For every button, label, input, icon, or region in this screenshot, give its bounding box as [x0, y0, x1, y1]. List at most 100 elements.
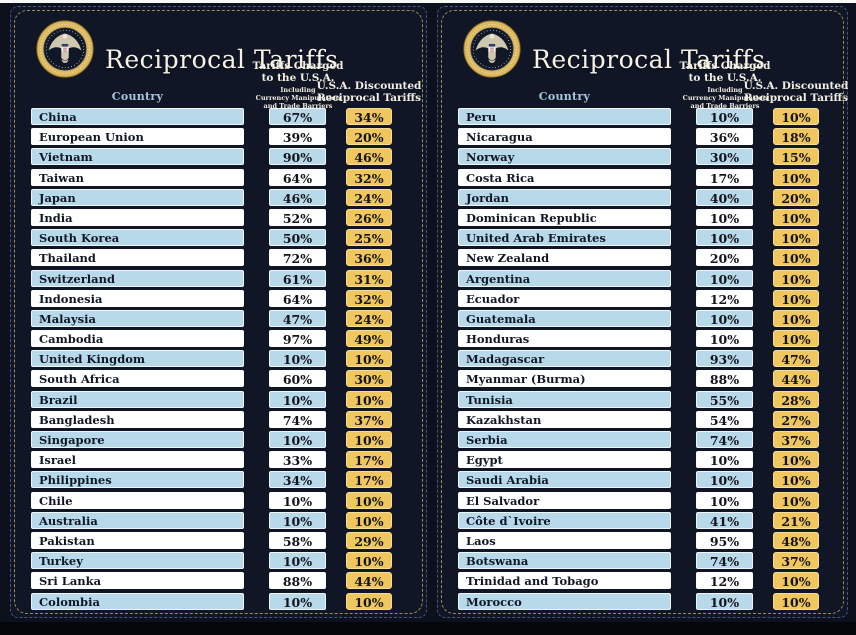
discounted-tariff-cell: 37%	[346, 410, 392, 428]
discounted-tariff-cell: 48%	[773, 531, 819, 549]
country-cell: Chile	[31, 491, 244, 509]
charged-tariff-cell: 10%	[269, 350, 326, 368]
charged-tariff-cell: 50%	[269, 229, 326, 247]
discounted-tariff-cell: 46%	[346, 148, 392, 166]
charged-tariff-cell: 64%	[269, 168, 326, 186]
discounted-tariff-cell: 10%	[773, 208, 819, 226]
charged-tariff-cell: 41%	[696, 511, 753, 529]
table-row: South Korea 50% 25%	[11, 229, 426, 247]
table-row: European Union 39% 20%	[11, 128, 426, 146]
table-row: Kazakhstan 54% 27%	[438, 410, 847, 428]
discounted-header-line2: Reciprocal Tariffs	[743, 91, 849, 104]
table-row: Thailand 72% 36%	[11, 249, 426, 267]
table-row: Australia 10% 10%	[11, 511, 426, 529]
country-cell: India	[31, 208, 244, 226]
table-row: Myanmar (Burma) 88% 44%	[438, 370, 847, 388]
table-row: El Salvador 10% 10%	[438, 491, 847, 509]
table-row: Honduras 10% 10%	[438, 330, 847, 348]
table-row: Trinidad and Tobago 12% 10%	[438, 572, 847, 590]
discounted-header-line2: Reciprocal Tariffs	[316, 91, 422, 104]
discounted-tariff-cell: 10%	[346, 511, 392, 529]
country-cell: Norway	[458, 148, 671, 166]
column-header-charged: Tariffs Charged to the U.S.A. Including …	[239, 60, 357, 110]
charged-tariff-cell: 39%	[269, 128, 326, 146]
country-cell: Laos	[458, 531, 671, 549]
discounted-tariff-cell: 32%	[346, 168, 392, 186]
discounted-tariff-cell: 10%	[773, 451, 819, 469]
country-cell: Jordan	[458, 188, 671, 206]
table-row: Ecuador 12% 10%	[438, 289, 847, 307]
discounted-tariff-cell: 10%	[773, 108, 819, 125]
tariff-panel-right: Reciprocal Tariffs Country Tariffs Charg…	[437, 6, 848, 618]
discounted-tariff-cell: 10%	[346, 552, 392, 570]
discounted-header-line1: U.S.A. Discounted	[743, 80, 849, 92]
charged-tariff-cell: 74%	[696, 431, 753, 448]
table-row: Costa Rica 17% 10%	[438, 168, 847, 186]
charged-tariff-cell: 74%	[269, 410, 326, 428]
discounted-tariff-cell: 49%	[346, 330, 392, 348]
charged-tariff-cell: 12%	[696, 289, 753, 307]
country-cell: China	[31, 108, 244, 125]
charged-tariff-cell: 97%	[269, 330, 326, 348]
charged-tariff-cell: 10%	[269, 431, 326, 448]
tariff-panel-left: Reciprocal Tariffs Country Tariffs Charg…	[10, 6, 427, 618]
charged-tariff-cell: 10%	[696, 208, 753, 226]
country-cell: Israel	[31, 451, 244, 469]
discounted-tariff-cell: 15%	[773, 148, 819, 166]
charged-tariff-cell: 90%	[269, 148, 326, 166]
table-row: Turkey 10% 10%	[11, 552, 426, 570]
presidential-seal-icon	[36, 20, 94, 78]
table-row: Indonesia 64% 32%	[11, 289, 426, 307]
country-cell: United Kingdom	[31, 350, 244, 368]
table-row: Pakistan 58% 29%	[11, 531, 426, 549]
table-row: Laos 95% 48%	[438, 531, 847, 549]
table-row: United Kingdom 10% 10%	[11, 350, 426, 368]
table-row: Saudi Arabia 10% 10%	[438, 471, 847, 489]
charged-tariff-cell: 64%	[269, 289, 326, 307]
bottom-edge-strip	[0, 622, 856, 635]
country-cell: Japan	[31, 188, 244, 206]
discounted-tariff-cell: 17%	[346, 471, 392, 489]
charged-tariff-cell: 33%	[269, 451, 326, 469]
country-cell: Vietnam	[31, 148, 244, 166]
discounted-tariff-cell: 31%	[346, 269, 392, 287]
charged-tariff-cell: 54%	[696, 410, 753, 428]
country-cell: Saudi Arabia	[458, 471, 671, 489]
table-row: China 67% 34%	[11, 108, 426, 125]
table-row: United Arab Emirates 10% 10%	[438, 229, 847, 247]
charged-tariff-cell: 10%	[269, 511, 326, 529]
charged-tariff-cell: 10%	[696, 451, 753, 469]
discounted-tariff-cell: 10%	[346, 350, 392, 368]
discounted-tariff-cell: 29%	[346, 531, 392, 549]
charged-tariff-cell: 10%	[269, 390, 326, 408]
presidential-seal-icon	[463, 20, 521, 78]
table-row: Bangladesh 74% 37%	[11, 410, 426, 428]
charged-tariff-cell: 72%	[269, 249, 326, 267]
charged-tariff-cell: 10%	[696, 269, 753, 287]
country-cell: Côte d`Ivoire	[458, 511, 671, 529]
discounted-tariff-cell: 10%	[773, 572, 819, 590]
country-cell: Egypt	[458, 451, 671, 469]
table-row: Tunisia 55% 28%	[438, 390, 847, 408]
table-row: Norway 30% 15%	[438, 148, 847, 166]
discounted-tariff-cell: 10%	[773, 330, 819, 348]
country-cell: Taiwan	[31, 168, 244, 186]
discounted-tariff-cell: 10%	[773, 168, 819, 186]
country-cell: Costa Rica	[458, 168, 671, 186]
charged-header-sub1: Including	[280, 85, 316, 94]
discounted-tariff-cell: 47%	[773, 350, 819, 368]
charged-tariff-cell: 10%	[269, 552, 326, 570]
discounted-tariff-cell: 24%	[346, 309, 392, 327]
charged-tariff-cell: 10%	[696, 108, 753, 125]
discounted-tariff-cell: 20%	[346, 128, 392, 146]
table-row: Malaysia 47% 24%	[11, 309, 426, 327]
table-row: Nicaragua 36% 18%	[438, 128, 847, 146]
charged-tariff-cell: 67%	[269, 108, 326, 125]
discounted-tariff-cell: 10%	[773, 249, 819, 267]
discounted-tariff-cell: 10%	[773, 491, 819, 509]
discounted-tariff-cell: 21%	[773, 511, 819, 529]
country-cell: Turkey	[31, 552, 244, 570]
table-row: Egypt 10% 10%	[438, 451, 847, 469]
table-row: Switzerland 61% 31%	[11, 269, 426, 287]
country-cell: South Korea	[31, 229, 244, 247]
